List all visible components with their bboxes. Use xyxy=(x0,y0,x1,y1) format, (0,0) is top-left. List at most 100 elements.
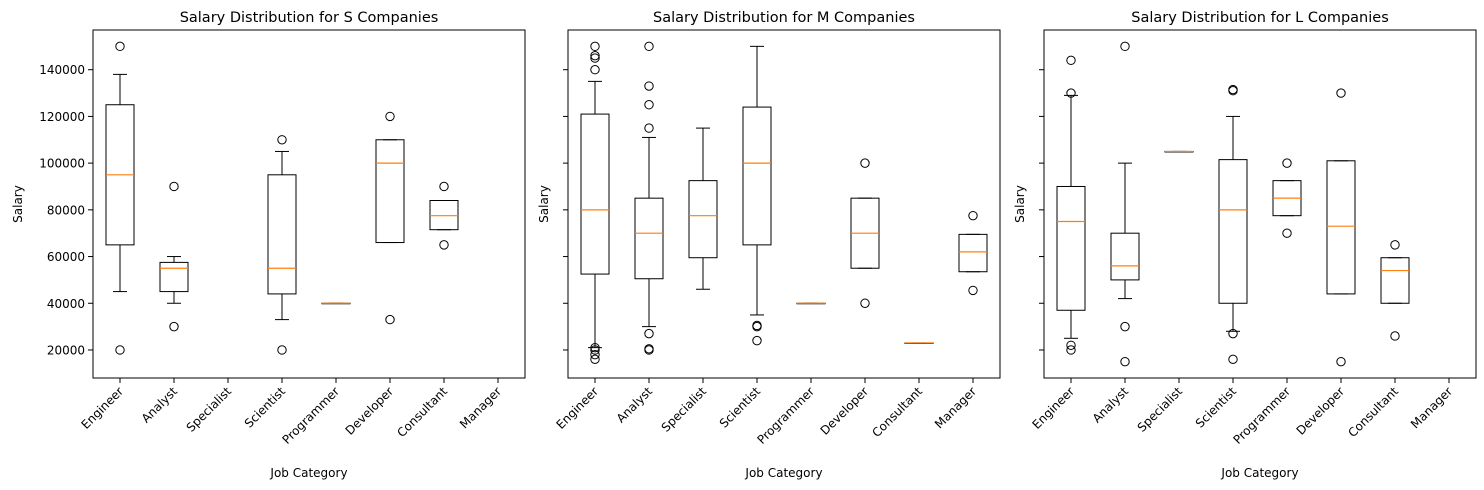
box-iqr xyxy=(742,106,772,246)
x-tick-label: Consultant xyxy=(394,384,450,440)
box-consultant xyxy=(904,342,934,344)
x-tick-label: Specialist xyxy=(1135,384,1186,435)
x-tick-label: Specialist xyxy=(184,384,235,435)
box-scientist xyxy=(267,135,297,355)
outlier-point xyxy=(1120,321,1130,332)
outlier-point xyxy=(1282,228,1292,238)
x-tick-label: Engineer xyxy=(1029,384,1077,432)
box-iqr xyxy=(688,180,718,259)
box-consultant xyxy=(429,181,459,250)
x-tick-label: Scientist xyxy=(242,384,289,431)
box-specialist xyxy=(688,127,718,290)
y-tick-label: 100000 xyxy=(39,157,85,171)
outlier-point xyxy=(644,100,654,110)
y-axis-label: Salary xyxy=(1013,185,1027,223)
plot-frame xyxy=(1043,29,1477,379)
outlier-point xyxy=(590,65,600,75)
outlier-point xyxy=(590,41,600,52)
box-consultant xyxy=(1380,240,1410,341)
y-tick-label: 120000 xyxy=(39,110,85,124)
outlier-point xyxy=(277,345,287,355)
outlier-point xyxy=(590,53,600,63)
outlier-point xyxy=(860,298,870,308)
chart-title: Salary Distribution for S Companies xyxy=(180,10,439,26)
x-axis-label: Job Category xyxy=(269,466,347,480)
outlier-point xyxy=(1390,240,1400,250)
x-tick-label: Developer xyxy=(1294,384,1348,438)
outlier-point xyxy=(968,285,978,296)
y-tick-label: 60000 xyxy=(47,250,85,264)
outlier-point xyxy=(277,135,287,145)
outlier-point xyxy=(968,210,978,221)
x-tick-label: Engineer xyxy=(78,384,126,432)
plot-frame xyxy=(92,29,526,379)
box-analyst xyxy=(159,181,189,332)
outlier-point xyxy=(860,158,870,168)
x-tick-label: Programmer xyxy=(754,384,817,447)
outlier-point xyxy=(1282,158,1292,168)
x-tick-label: Engineer xyxy=(553,384,601,432)
outlier-point xyxy=(590,354,600,365)
box-iqr xyxy=(958,233,988,273)
outlier-point xyxy=(1336,356,1346,367)
outlier-point xyxy=(1390,331,1400,341)
box-specialist xyxy=(1164,150,1194,153)
box-iqr xyxy=(1110,232,1140,281)
outlier-point xyxy=(169,181,179,192)
x-tick-label: Developer xyxy=(818,384,872,438)
x-tick-label: Scientist xyxy=(1193,384,1240,431)
outlier-point xyxy=(590,345,600,355)
outlier-point xyxy=(590,50,600,61)
outlier-point xyxy=(1066,345,1076,355)
panel-2: Salary Distribution for M Companies Salar… xyxy=(537,10,1001,480)
chart-title: Salary Distribution for L Companies xyxy=(1131,10,1389,26)
panel-3: Salary Distribution for L Companies Salar… xyxy=(1013,10,1477,480)
outlier-point xyxy=(644,41,654,52)
x-tick-label: Analyst xyxy=(139,384,181,426)
box-programmer xyxy=(1272,158,1302,238)
x-tick-label: Analyst xyxy=(1090,384,1132,426)
x-tick-label: Analyst xyxy=(614,384,656,426)
x-axis-label: Job Category xyxy=(744,466,822,480)
outlier-point xyxy=(439,240,449,250)
box-iqr xyxy=(1326,160,1356,295)
x-tick-label: Manager xyxy=(932,384,979,431)
box-analyst xyxy=(1110,41,1140,367)
x-tick-label: Specialist xyxy=(659,384,710,435)
box-developer xyxy=(1326,88,1356,367)
outlier-point xyxy=(115,41,125,52)
y-tick-label: 20000 xyxy=(47,343,85,357)
outlier-point xyxy=(1228,354,1238,365)
x-tick-label: Manager xyxy=(1408,384,1455,431)
box-iqr xyxy=(375,139,405,244)
x-tick-label: Scientist xyxy=(717,384,764,431)
x-tick-label: Consultant xyxy=(869,384,925,440)
outlier-point xyxy=(644,344,654,354)
box-iqr xyxy=(1218,159,1248,304)
outlier-point xyxy=(644,123,654,133)
outlier-point xyxy=(590,349,600,360)
outlier-point xyxy=(1228,328,1238,339)
x-tick-label: Manager xyxy=(457,384,504,431)
outlier-point xyxy=(1066,340,1076,351)
box-iqr xyxy=(159,261,189,293)
outlier-point xyxy=(644,328,654,339)
box-scientist xyxy=(1218,84,1248,365)
outlier-point xyxy=(439,181,449,192)
y-tick-label: 40000 xyxy=(47,297,85,311)
box-scientist xyxy=(742,45,772,346)
outlier-point xyxy=(1066,55,1076,66)
box-engineer xyxy=(105,41,135,355)
x-tick-label: Programmer xyxy=(279,384,342,447)
outlier-point xyxy=(644,81,654,91)
box-analyst xyxy=(634,41,664,355)
outlier-point xyxy=(752,320,762,331)
plot-frame xyxy=(567,29,1001,379)
outlier-point xyxy=(1120,41,1130,52)
x-tick-label: Consultant xyxy=(1345,384,1401,440)
box-manager xyxy=(958,210,988,296)
outlier-point xyxy=(590,342,600,353)
box-iqr xyxy=(580,113,610,275)
box-developer xyxy=(850,158,880,308)
